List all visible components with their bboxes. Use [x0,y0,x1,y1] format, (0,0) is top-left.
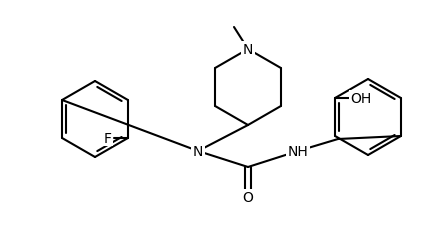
Text: N: N [193,144,203,158]
Text: O: O [242,190,253,204]
Text: N: N [243,43,253,57]
Text: OH: OH [351,92,372,106]
Text: NH: NH [288,144,308,158]
Text: F: F [104,131,112,145]
